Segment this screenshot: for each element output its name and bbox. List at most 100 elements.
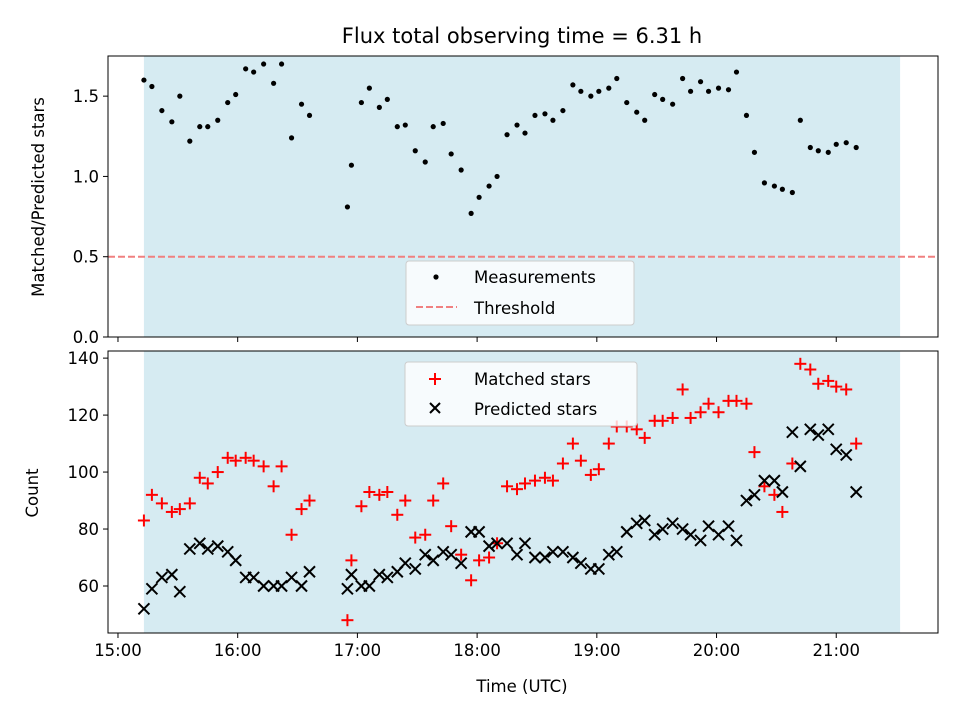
matched-point <box>391 508 404 521</box>
y-tick-label: 120 <box>68 406 100 425</box>
predicted-point <box>602 548 616 561</box>
y-tick-label: 60 <box>78 577 99 596</box>
legend-predicted-marker <box>429 402 441 414</box>
measurement-point <box>624 99 630 106</box>
measurement-point <box>670 101 676 107</box>
predicted-point <box>500 537 514 550</box>
matched-point <box>247 454 260 467</box>
matched-point <box>566 437 579 450</box>
predicted-point <box>399 557 412 570</box>
y-tick-label: 140 <box>68 349 100 368</box>
measurement-point <box>251 69 257 75</box>
predicted-point <box>794 460 807 473</box>
top-ylabel: Matched/Predicted stars <box>29 97 48 297</box>
measurement-point <box>458 167 464 173</box>
predicted-point <box>528 551 542 564</box>
matched-point <box>501 480 514 493</box>
predicted-point <box>454 557 468 570</box>
x-tick-label: 17:00 <box>334 641 382 660</box>
measurement-point <box>376 104 382 110</box>
predicted-point <box>556 545 570 559</box>
predicted-point <box>592 562 606 576</box>
measurement-point <box>550 117 556 123</box>
matched-point <box>776 505 789 518</box>
x-tick-label: 18:00 <box>453 641 501 660</box>
legend-matched-marker <box>429 373 441 385</box>
measurement-point <box>177 93 183 99</box>
measurement-point <box>430 124 436 130</box>
matched-point <box>373 488 386 501</box>
matched-point <box>748 446 761 459</box>
x-tick-label: 15:00 <box>94 641 142 660</box>
x-tick-label: 21:00 <box>812 641 860 660</box>
predicted-point <box>620 525 633 539</box>
matched-point <box>399 494 412 507</box>
measurement-point <box>807 144 813 151</box>
measurement-point <box>514 122 520 128</box>
measurement-point <box>205 124 211 130</box>
matched-point <box>285 528 298 541</box>
measurement-point <box>494 173 500 180</box>
matched-point <box>275 460 288 473</box>
matched-point <box>165 505 178 518</box>
measurement-point <box>422 159 428 165</box>
measurement-point <box>815 148 821 154</box>
matched-point <box>850 437 863 450</box>
predicted-point <box>702 519 715 533</box>
measurement-point <box>504 132 510 138</box>
predicted-point <box>173 585 187 598</box>
matched-point <box>341 614 354 627</box>
x-tick-label: 19:00 <box>573 641 621 660</box>
matched-point <box>740 397 753 410</box>
matched-point <box>173 503 186 516</box>
matched-point <box>303 494 316 507</box>
measurement-point <box>149 83 155 90</box>
matched-point <box>666 411 679 424</box>
predicted-point <box>137 602 151 615</box>
measurement-point <box>448 151 454 157</box>
predicted-point <box>804 423 817 436</box>
bottom-legend-box <box>404 361 638 427</box>
measurement-point <box>560 107 566 114</box>
matched-point <box>155 497 168 510</box>
predicted-point <box>229 554 242 567</box>
predicted-point <box>812 428 825 442</box>
predicted-point <box>566 551 580 564</box>
predicted-point <box>684 528 697 541</box>
measurement-point <box>358 99 364 106</box>
measurement-point <box>715 85 722 91</box>
predicted-point <box>712 528 725 541</box>
matched-point <box>267 480 280 493</box>
predicted-point <box>538 551 552 564</box>
measurement-point <box>779 186 785 192</box>
measurement-point <box>344 204 351 210</box>
matched-point <box>694 406 707 419</box>
measurement-point <box>225 99 231 106</box>
predicted-point <box>610 545 623 559</box>
legend-label-predicted: Predicted stars <box>474 400 597 419</box>
matched-point <box>211 466 224 479</box>
measurement-point <box>542 111 548 117</box>
predicted-point <box>363 579 376 593</box>
predicted-point <box>427 554 440 567</box>
measurement-point <box>298 101 305 107</box>
predicted-point <box>183 542 197 556</box>
axes-frame <box>107 55 939 338</box>
matched-point <box>840 383 853 396</box>
matched-point <box>295 503 308 516</box>
predicted-point <box>722 519 735 533</box>
y-tick-label: 0.5 <box>73 248 99 267</box>
measurement-point <box>680 75 686 82</box>
measurement-point <box>394 124 400 130</box>
predicted-point <box>472 525 486 539</box>
legend-measurement-marker <box>433 274 439 280</box>
measurement-point <box>697 79 704 85</box>
measurement-point <box>187 138 193 144</box>
measurement-point <box>705 88 712 94</box>
matched-point <box>419 528 432 541</box>
top-legend: Measurements Threshold <box>405 260 635 326</box>
chart-title: Flux total observing time = 6.31 h <box>342 24 702 48</box>
matched-point <box>730 394 743 407</box>
y-tick-label: 80 <box>78 520 99 539</box>
